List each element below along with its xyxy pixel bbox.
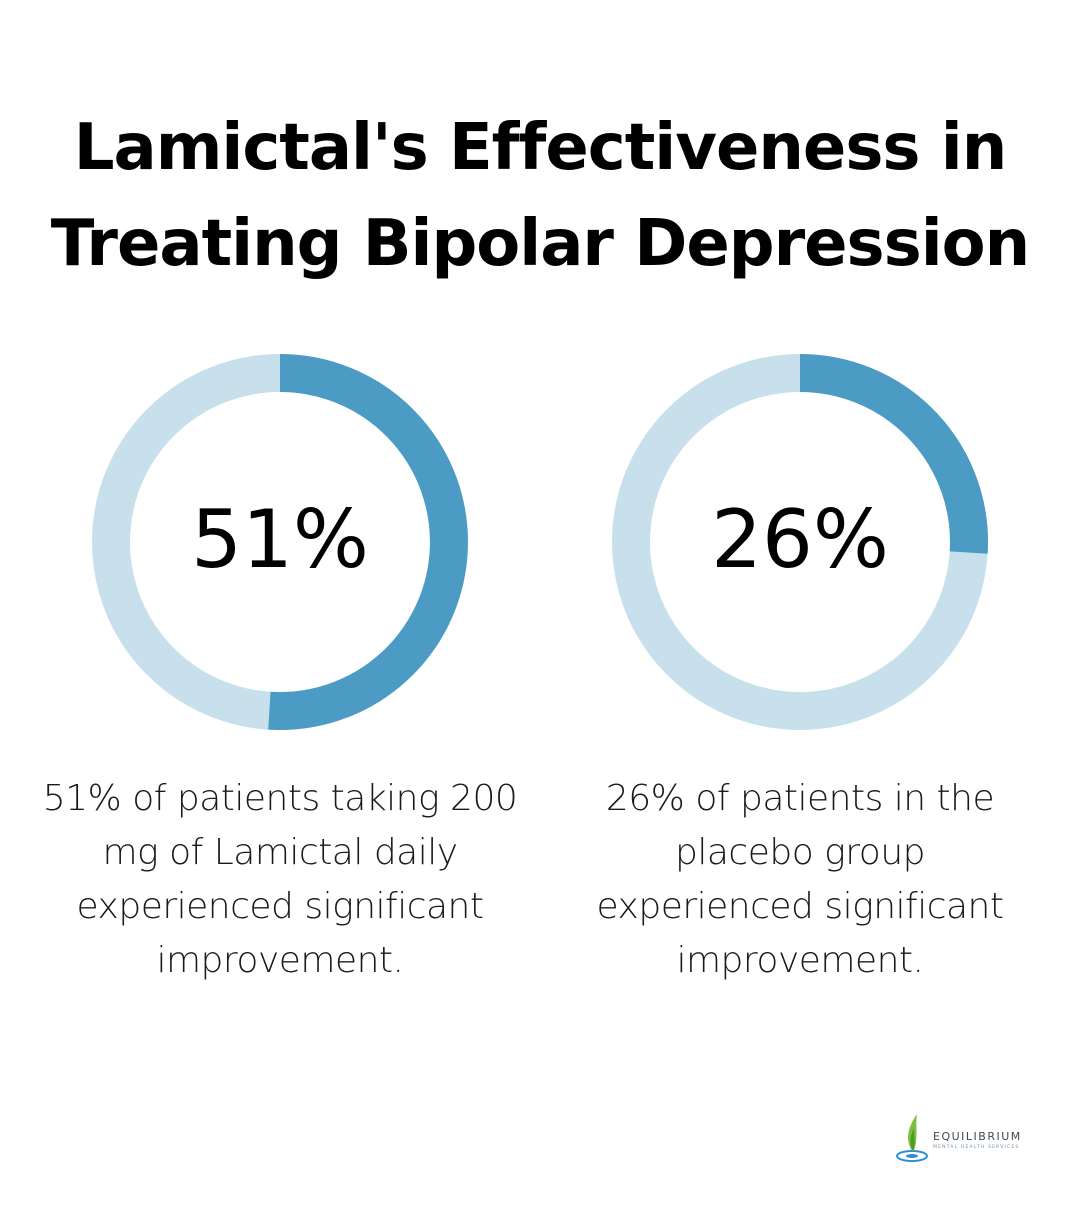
page-title: Lamictal's Effectiveness in Treating Bip…: [0, 100, 1080, 292]
title-line-2: Treating Bipolar Depression: [50, 207, 1030, 281]
donut-chart-placebo: 26%: [608, 350, 992, 734]
description-lamictal: 51% of patients taking 200 mg of Lamicta…: [30, 772, 530, 988]
equilibrium-logo: EQUILIBRIUM MENTAL HEALTH SERVICES: [895, 1110, 1035, 1166]
donut-svg-placebo: [612, 354, 988, 730]
description-line: 51% of patients taking 200: [42, 778, 518, 819]
description-line: experienced significant: [596, 886, 1004, 927]
donut-svg-lamictal: [92, 354, 468, 730]
description-line: experienced significant: [76, 886, 484, 927]
description-line: improvement.: [676, 940, 924, 981]
description-line: placebo group: [675, 832, 925, 873]
title-line-1: Lamictal's Effectiveness in: [73, 111, 1008, 185]
description-line: 26% of patients in the: [605, 778, 995, 819]
description-placebo: 26% of patients in the placebo group exp…: [550, 772, 1050, 988]
leaf-drop-icon: [896, 1114, 928, 1162]
donut-value-arc: [799, 354, 988, 554]
description-line: mg of Lamictal daily: [102, 832, 458, 873]
donut-chart-lamictal: 51%: [88, 350, 472, 734]
logo-name: EQUILIBRIUM: [933, 1130, 1022, 1143]
logo-tagline: MENTAL HEALTH SERVICES: [933, 1145, 1020, 1150]
donut-value-label: 51%: [191, 493, 369, 586]
donut-value-arc: [268, 354, 468, 730]
donut-value-label: 26%: [711, 493, 889, 586]
description-line: improvement.: [156, 940, 404, 981]
